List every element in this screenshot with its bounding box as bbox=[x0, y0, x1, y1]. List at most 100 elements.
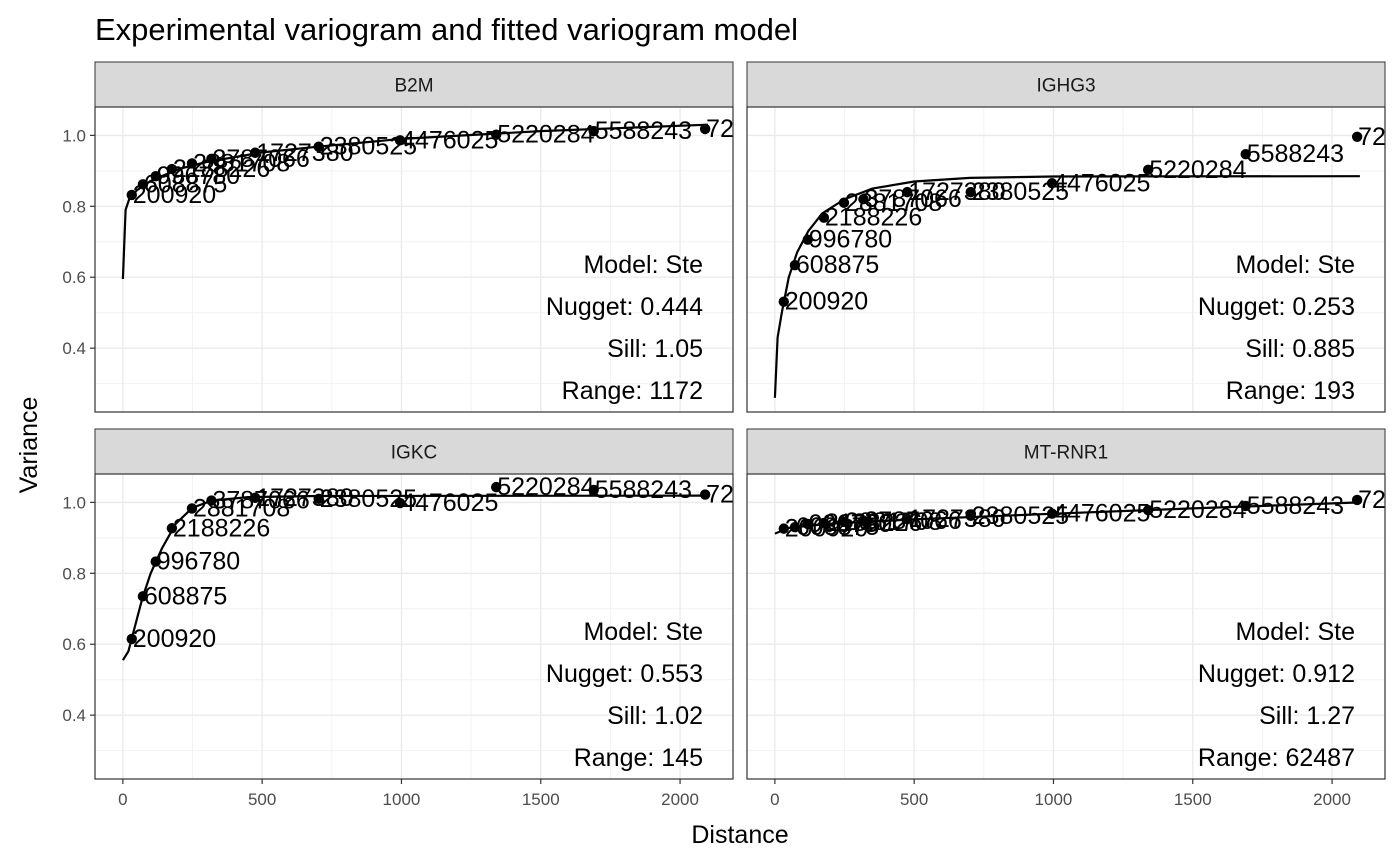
panel-data: 2009206088759967802188226288170837870661… bbox=[774, 486, 1386, 543]
variogram-point bbox=[858, 515, 869, 527]
facet-panel: B2M 2009206088759967802188226288170837870… bbox=[62, 61, 734, 413]
variogram-point bbox=[838, 197, 850, 208]
y-tick-label: 0.8 bbox=[62, 564, 86, 583]
variogram-point bbox=[818, 517, 830, 529]
variogram-point bbox=[490, 481, 502, 493]
variogram-point bbox=[206, 495, 217, 506]
y-axis-title: Variance bbox=[15, 397, 43, 494]
model-annotation: Range: 145 bbox=[574, 744, 703, 772]
y-tick-label: 1.0 bbox=[62, 126, 86, 145]
facet-panel: MT-RNR1 200920608875996780218822628817083… bbox=[746, 428, 1386, 809]
point-label: 4476025 bbox=[401, 126, 498, 154]
point-label: 72 bbox=[1358, 486, 1386, 514]
variogram-point bbox=[789, 259, 801, 271]
variogram-point bbox=[137, 591, 149, 602]
model-annotation: Range: 62487 bbox=[1198, 744, 1355, 772]
variogram-point bbox=[1240, 500, 1251, 512]
point-label: 72 bbox=[706, 481, 734, 509]
variogram-point bbox=[186, 158, 198, 169]
point-label: 5588243 bbox=[595, 476, 692, 504]
variogram-point bbox=[1046, 178, 1058, 189]
variogram-point bbox=[490, 129, 502, 140]
panel-data: 2009206088759967802188226288170837870661… bbox=[121, 473, 734, 661]
variogram-point bbox=[699, 123, 711, 135]
variogram-point bbox=[126, 189, 137, 201]
point-label: 4476025 bbox=[1053, 500, 1150, 528]
panel-background bbox=[747, 107, 1385, 412]
panel-data: 2009206088759967802188226288170837870661… bbox=[121, 115, 734, 280]
point-label: 4476025 bbox=[1053, 169, 1150, 197]
variogram-point bbox=[1351, 131, 1363, 142]
variogram-point bbox=[313, 141, 324, 152]
variogram-point bbox=[1142, 164, 1154, 175]
point-label: 996780 bbox=[809, 226, 892, 254]
facet-strip bbox=[746, 428, 1386, 475]
x-tick-label: 1500 bbox=[1174, 790, 1212, 809]
point-label: 3787066 bbox=[864, 507, 961, 535]
variogram-point bbox=[394, 135, 406, 146]
model-annotation: Model: Ste bbox=[583, 251, 703, 279]
model-annotation: Sill: 0.885 bbox=[1245, 335, 1355, 363]
variogram-point bbox=[588, 484, 599, 496]
variogram-point bbox=[150, 556, 161, 567]
variogram-point bbox=[394, 497, 406, 509]
panel-border bbox=[94, 106, 734, 413]
variogram-point bbox=[166, 523, 178, 534]
point-label: 1727380 bbox=[256, 484, 353, 512]
y-tick-label: 0.4 bbox=[62, 339, 86, 358]
panel-border bbox=[746, 473, 1386, 780]
point-label: 200920 bbox=[133, 625, 216, 653]
facet-strip-label: IGKC bbox=[391, 443, 437, 464]
point-label: 5220284 bbox=[497, 121, 594, 149]
variogram-point bbox=[206, 153, 217, 164]
model-annotation: Sill: 1.02 bbox=[607, 702, 703, 730]
point-label: 1727380 bbox=[908, 178, 1005, 206]
y-tick-label: 0.4 bbox=[62, 706, 86, 725]
panel-background bbox=[747, 474, 1385, 779]
facet-strip-label: MT-RNR1 bbox=[1024, 443, 1108, 464]
variogram-point bbox=[778, 523, 789, 534]
variogram-point bbox=[126, 633, 137, 645]
point-label: 2188226 bbox=[173, 514, 270, 542]
point-label: 608875 bbox=[144, 582, 227, 610]
y-tick-label: 1.0 bbox=[62, 493, 86, 512]
point-label: 2188226 bbox=[825, 204, 922, 232]
model-annotation: Nugget: 0.444 bbox=[546, 293, 703, 321]
model-annotation: Model: Ste bbox=[583, 618, 703, 646]
variogram-point bbox=[818, 212, 830, 223]
variogram-point bbox=[802, 234, 813, 245]
point-label: 5220284 bbox=[497, 473, 594, 501]
facet-strip bbox=[94, 428, 734, 475]
y-tick-label: 0.6 bbox=[62, 635, 86, 654]
variogram-point bbox=[901, 186, 913, 198]
point-label: 5588243 bbox=[595, 117, 692, 145]
model-annotation: Model: Ste bbox=[1235, 251, 1355, 279]
variogram-point bbox=[1240, 148, 1251, 160]
variogram-point bbox=[965, 186, 976, 198]
variogram-point bbox=[186, 503, 198, 514]
x-tick-label: 1500 bbox=[522, 790, 560, 809]
variogram-point bbox=[150, 170, 161, 182]
variogram-point bbox=[1046, 508, 1058, 519]
point-label: 5588243 bbox=[1247, 140, 1344, 168]
point-label: 3787066 bbox=[212, 487, 309, 515]
variogram-point bbox=[166, 163, 178, 175]
chart-title: Experimental variogram and fitted variog… bbox=[95, 12, 798, 47]
variogram-point bbox=[778, 296, 789, 307]
variogram-point bbox=[137, 179, 149, 190]
variogram-point bbox=[802, 518, 813, 530]
model-annotation: Nugget: 0.553 bbox=[546, 660, 703, 688]
model-annotation: Range: 193 bbox=[1226, 377, 1355, 405]
variogram-point bbox=[789, 521, 801, 533]
x-tick-label: 0 bbox=[770, 790, 779, 809]
point-label: 200920 bbox=[785, 288, 868, 316]
point-label: 5220284 bbox=[1149, 496, 1246, 524]
variogram-point bbox=[901, 513, 913, 525]
panel-border bbox=[94, 473, 734, 780]
point-label: 72 bbox=[706, 115, 734, 143]
facet-panel: IGKC200920608875996780218822628817083787… bbox=[62, 428, 734, 809]
point-label: 72 bbox=[1358, 123, 1386, 151]
x-tick-label: 2000 bbox=[661, 790, 699, 809]
variogram-point bbox=[965, 510, 976, 522]
facet-strip bbox=[746, 61, 1386, 108]
